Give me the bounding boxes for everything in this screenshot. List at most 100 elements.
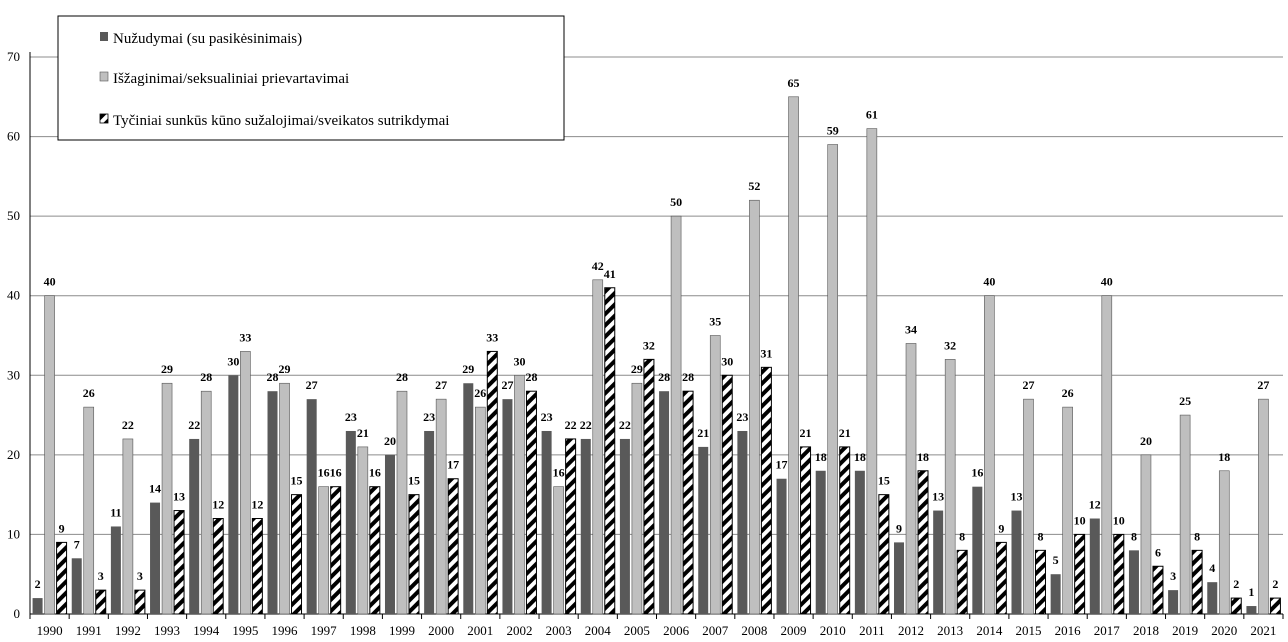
legend: Nužudymai (su pasikėsinimais) Išžaginima… bbox=[57, 15, 565, 141]
data-label: 14 bbox=[149, 482, 161, 496]
bar-series-2 bbox=[631, 382, 643, 615]
bar-series-2 bbox=[905, 343, 917, 615]
bar-series-1 bbox=[933, 510, 944, 614]
bar-series-1 bbox=[737, 430, 748, 614]
bar-series-2 bbox=[122, 438, 134, 615]
data-label: 8 bbox=[1194, 529, 1200, 543]
data-label: 40 bbox=[983, 275, 995, 289]
bar-series-2 bbox=[514, 374, 525, 615]
data-label: 8 bbox=[1037, 529, 1043, 543]
data-label: 8 bbox=[1131, 529, 1137, 543]
bar-series-3 bbox=[486, 350, 498, 615]
bar-series-3 bbox=[995, 541, 1007, 615]
x-tick-label: 2018 bbox=[1133, 623, 1159, 638]
bar-series-2 bbox=[1101, 295, 1113, 615]
y-tick-label: 20 bbox=[7, 447, 20, 462]
x-tick-label: 2008 bbox=[741, 623, 767, 638]
data-label: 17 bbox=[447, 458, 459, 472]
bar-series-2 bbox=[435, 398, 447, 615]
data-label: 16 bbox=[318, 466, 330, 480]
data-label: 29 bbox=[161, 362, 173, 376]
bar-series-2 bbox=[670, 215, 682, 615]
data-label: 32 bbox=[944, 338, 956, 352]
bar-series-3 bbox=[447, 478, 459, 615]
data-label: 15 bbox=[878, 474, 890, 488]
legend-swatch-series-3 bbox=[99, 113, 109, 124]
data-label: 28 bbox=[200, 370, 212, 384]
bar-series-3 bbox=[682, 390, 694, 615]
data-label: 50 bbox=[670, 195, 682, 209]
bar-series-3 bbox=[408, 494, 420, 615]
data-label: 28 bbox=[525, 370, 537, 384]
data-label: 3 bbox=[137, 569, 143, 583]
data-labels: 2409726311223142913222812303312282915271… bbox=[35, 76, 1279, 599]
bar-series-1 bbox=[110, 526, 121, 614]
bar-series-3 bbox=[1074, 533, 1086, 615]
bar-series-1 bbox=[854, 470, 865, 614]
data-label: 18 bbox=[917, 450, 929, 464]
bar-series-3 bbox=[604, 287, 616, 615]
bar-series-2 bbox=[1179, 414, 1191, 615]
bar-series-3 bbox=[1191, 549, 1203, 615]
bar-series-3 bbox=[1152, 565, 1164, 615]
x-tick-label: 1998 bbox=[350, 623, 376, 638]
data-label: 21 bbox=[800, 426, 812, 440]
bar-series-1 bbox=[189, 438, 200, 614]
legend-swatch-series-2 bbox=[99, 71, 109, 82]
bar-series-2 bbox=[279, 382, 290, 615]
bar-series-1 bbox=[776, 478, 787, 614]
bar-series-1 bbox=[698, 446, 709, 614]
legend-label-series-3: Tyčiniai sunkūs kūno sužalojimai/sveikat… bbox=[113, 113, 449, 129]
data-label: 10 bbox=[1113, 513, 1125, 527]
data-label: 26 bbox=[1062, 386, 1074, 400]
bar-series-2 bbox=[240, 351, 251, 615]
data-label: 23 bbox=[736, 410, 748, 424]
bar-series-1 bbox=[150, 502, 161, 614]
data-label: 23 bbox=[345, 410, 357, 424]
data-label: 9 bbox=[998, 521, 1004, 535]
data-label: 30 bbox=[721, 354, 733, 368]
data-label: 33 bbox=[239, 330, 251, 344]
bar-series-3 bbox=[643, 358, 655, 615]
bar-series-2 bbox=[83, 406, 95, 615]
data-label: 7 bbox=[74, 537, 80, 551]
data-label: 30 bbox=[513, 354, 525, 368]
data-label: 8 bbox=[959, 529, 965, 543]
x-tick-label: 1994 bbox=[193, 623, 220, 638]
bar-series-2 bbox=[592, 279, 604, 615]
bar-series-3 bbox=[760, 366, 772, 615]
bar-series-1 bbox=[894, 542, 905, 614]
bar-series-1 bbox=[659, 391, 670, 614]
x-tick-label: 2021 bbox=[1250, 623, 1276, 638]
data-label: 28 bbox=[396, 370, 408, 384]
bar-series-3 bbox=[1034, 549, 1046, 615]
data-label: 22 bbox=[580, 418, 592, 432]
bar-series-3 bbox=[330, 486, 342, 615]
data-label: 20 bbox=[1140, 434, 1152, 448]
data-label: 22 bbox=[619, 418, 631, 432]
data-label: 2 bbox=[1233, 577, 1239, 591]
bar-series-2 bbox=[161, 382, 173, 615]
bar-series-3 bbox=[565, 438, 577, 615]
data-label: 11 bbox=[110, 505, 121, 519]
x-tick-label: 2004 bbox=[585, 623, 612, 638]
x-tick-label: 2006 bbox=[663, 623, 690, 638]
bar-series-1 bbox=[619, 438, 630, 614]
bar-series-2 bbox=[788, 96, 799, 615]
bar-series-1 bbox=[424, 430, 435, 614]
bar-series-3 bbox=[917, 470, 929, 615]
bar-series-2 bbox=[396, 390, 408, 615]
bar-series-3 bbox=[251, 518, 263, 615]
data-label: 35 bbox=[709, 315, 721, 329]
data-label: 52 bbox=[748, 179, 760, 193]
data-label: 25 bbox=[1179, 394, 1191, 408]
data-label: 28 bbox=[682, 370, 694, 384]
data-label: 13 bbox=[932, 490, 944, 504]
legend-box bbox=[57, 15, 565, 141]
y-tick-label: 30 bbox=[7, 367, 20, 382]
bar-series-3 bbox=[525, 390, 537, 615]
data-label: 29 bbox=[631, 362, 643, 376]
x-tick-label: 2013 bbox=[937, 623, 963, 638]
